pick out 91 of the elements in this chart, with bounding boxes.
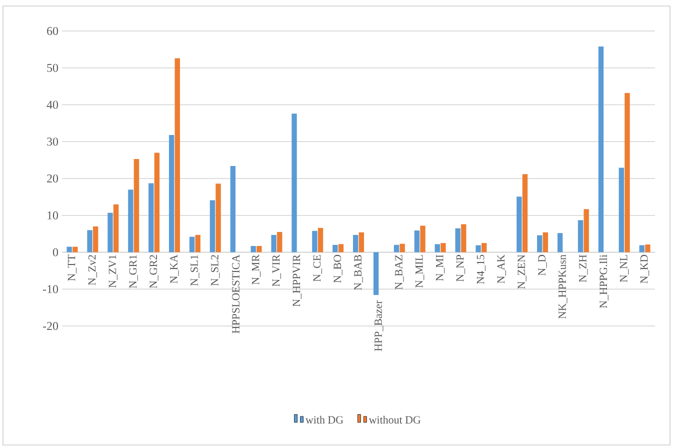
bar — [108, 212, 113, 252]
x-tick-label: N_KA — [170, 254, 179, 284]
bar — [148, 183, 154, 252]
bar — [72, 246, 78, 252]
legend-label: with DG — [305, 416, 344, 424]
x-tick-label: N_SL1 — [190, 255, 200, 286]
x-tick-label: N_ZV1 — [108, 255, 118, 288]
legend-label: without DG — [368, 416, 421, 424]
y-tick-label: 10 — [48, 211, 58, 220]
bar — [455, 228, 460, 252]
x-tick-label: NK_HPPKusn — [558, 254, 568, 319]
bar — [624, 92, 630, 252]
bar — [92, 226, 98, 252]
x-tick-label: N_NP — [456, 254, 466, 282]
x-tick-label: N_MIL — [416, 255, 424, 288]
bar — [66, 246, 72, 252]
bar — [440, 243, 446, 252]
bar — [645, 244, 650, 252]
x-tick-label: N_ZEN — [518, 254, 526, 289]
y-tick-label: 40 — [46, 100, 58, 109]
bar — [373, 252, 379, 296]
bar — [522, 174, 528, 252]
bar — [277, 232, 282, 252]
x-tick-label: N_GR1 — [129, 255, 138, 288]
x-tick-label: N_BAZ — [395, 255, 404, 290]
bar — [128, 190, 134, 252]
bar — [639, 245, 644, 252]
bar — [210, 200, 216, 252]
bar — [578, 220, 584, 252]
x-tick-label: N_D — [538, 254, 547, 276]
bar — [230, 166, 236, 252]
bar — [358, 232, 364, 252]
x-tick-label: N_AK — [497, 254, 506, 284]
bar — [461, 224, 466, 252]
x-tick-label: N_HPPG.Ili — [599, 254, 608, 308]
bar — [353, 234, 358, 252]
bar — [476, 245, 481, 252]
x-tick-label: N_MR — [252, 254, 261, 285]
bar — [195, 234, 200, 252]
bar — [318, 228, 324, 252]
bar — [312, 230, 318, 252]
x-tick-label: N_SL2 — [211, 255, 220, 286]
x-tick-label: N_NL — [620, 255, 629, 282]
bar — [168, 134, 174, 252]
x-tick-label: HPP_Bazer — [374, 300, 384, 352]
bar — [414, 230, 420, 252]
bar — [113, 204, 119, 252]
bar — [250, 246, 256, 252]
bar — [542, 232, 548, 252]
bar — [216, 184, 221, 252]
bar — [516, 196, 522, 252]
x-tick-label: N_BAB — [354, 254, 363, 290]
y-tick-label: -10 — [42, 285, 58, 294]
x-tick-label: N_TT — [68, 254, 77, 281]
x-tick-label: N_MI — [436, 254, 445, 281]
bar — [557, 233, 563, 252]
bar — [394, 244, 400, 252]
bar — [174, 58, 180, 252]
bar — [292, 114, 297, 252]
x-tick-label: N_VIR — [272, 254, 281, 286]
x-tick-label: HPPSLOESTICA — [232, 254, 240, 334]
bar — [134, 158, 140, 252]
bar — [338, 244, 344, 252]
x-tick-label: N_BO — [334, 254, 342, 283]
bar — [400, 244, 405, 252]
bar — [537, 235, 542, 252]
x-tick-label: N_KD — [640, 254, 650, 284]
bar — [618, 168, 624, 252]
bar — [271, 234, 276, 252]
y-tick-label: 20 — [47, 174, 58, 183]
y-tick-label: 50 — [47, 64, 58, 72]
y-tick-label: 30 — [47, 138, 58, 146]
bar — [481, 243, 487, 252]
bar — [584, 209, 589, 252]
y-tick-label: -20 — [42, 322, 58, 330]
x-tick-label: N_GR2 — [150, 255, 158, 288]
x-tick-label: N_ZH — [579, 254, 588, 282]
bar — [598, 46, 604, 252]
bar — [332, 244, 338, 252]
x-tick-label: N_HPPVIR — [292, 254, 302, 307]
bar — [189, 236, 195, 252]
x-tick-label: N_Zv2 — [88, 255, 97, 286]
y-tick-label: 0 — [52, 248, 58, 256]
bar — [420, 226, 426, 252]
x-tick-label: N4_15 — [476, 254, 486, 284]
bar — [434, 244, 440, 252]
y-tick-label: 60 — [47, 26, 58, 36]
bar — [154, 152, 160, 252]
bar — [256, 246, 262, 252]
bar — [87, 230, 92, 252]
x-tick-label: N_CE — [313, 255, 322, 282]
